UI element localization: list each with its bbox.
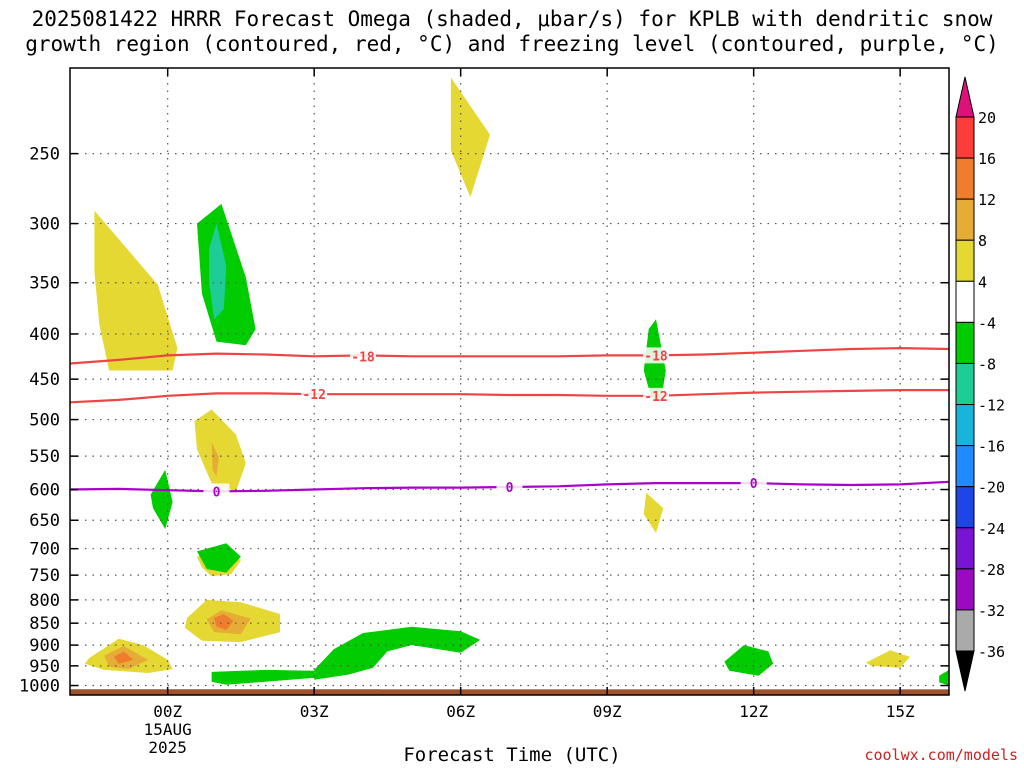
omega-region-7 <box>866 650 910 668</box>
colorbar-label: -24 <box>978 520 1005 538</box>
colorbar-label: -12 <box>978 397 1005 415</box>
colorbar-box <box>955 321 975 364</box>
colorbar-box <box>955 445 975 488</box>
colorbar-label: -28 <box>978 561 1005 579</box>
omega-region-11 <box>214 614 234 630</box>
contour-line--12 <box>69 389 949 404</box>
gridlines <box>70 68 949 695</box>
contour-label-bg <box>740 475 767 492</box>
contour-label-bg <box>643 387 669 404</box>
colorbar-label: -20 <box>978 479 1005 497</box>
colorbar-box <box>955 527 975 570</box>
colorbar-box <box>955 362 975 406</box>
colorbar-label: -32 <box>978 602 1005 620</box>
omega-shading <box>84 77 949 686</box>
contour-label-0: 0 <box>750 477 758 492</box>
y-tick-label: 600 <box>29 481 60 501</box>
omega-region-1 <box>450 77 490 198</box>
x-tick-label: 15Z <box>886 702 915 721</box>
colorbar-box <box>955 280 975 323</box>
y-tick-label: 800 <box>29 591 60 611</box>
omega-region-18 <box>211 669 324 685</box>
colorbar-box <box>955 609 975 652</box>
colorbar-top-arrow <box>955 76 975 118</box>
x-tick-label: 12Z <box>739 702 768 721</box>
colorbar-label: -36 <box>978 643 1005 661</box>
contour-label-0: 0 <box>213 485 221 500</box>
y-tick-label: 300 <box>29 215 60 235</box>
y-tick-label: 550 <box>29 447 60 467</box>
contour-label-bg <box>203 483 230 500</box>
y-axis: 2503003504004505005506006507007508008509… <box>19 145 949 697</box>
contour-label-0: 0 <box>506 481 514 496</box>
omega-region-3 <box>643 492 664 533</box>
contour-label-bg <box>301 386 328 403</box>
ground-bar-full <box>70 689 949 695</box>
colorbar-label: 12 <box>978 191 996 209</box>
colorbar-box <box>955 568 975 611</box>
contour-label--18: -18 <box>351 350 375 365</box>
x-tick-label: 00Z <box>153 702 182 721</box>
y-tick-label: 500 <box>29 411 60 431</box>
x-tick-sublabel: 2025 <box>148 738 187 757</box>
contour-label--18: -18 <box>644 349 668 364</box>
omega-region-21 <box>209 223 227 320</box>
y-tick-label: 450 <box>29 370 60 390</box>
y-tick-label: 850 <box>29 614 60 634</box>
y-tick-label: 950 <box>29 657 60 677</box>
omega-region-13 <box>197 203 256 346</box>
x-tick-label: 06Z <box>446 702 475 721</box>
colorbar-label: -4 <box>978 314 996 332</box>
x-axis-label: Forecast Time (UTC) <box>403 744 621 766</box>
chart-title-line-1: 2025081422 HRRR Forecast Omega (shaded, … <box>31 7 993 31</box>
omega-region-12 <box>113 651 134 664</box>
x-tick-label: 09Z <box>593 702 622 721</box>
chart-title-line-2: growth region (contoured, red, °C) and f… <box>25 32 999 56</box>
source-credit: coolwx.com/models <box>864 746 1018 764</box>
x-tick-sublabel: 15AUG <box>144 720 192 739</box>
omega-region-8 <box>211 441 219 477</box>
colorbar-bottom-arrow <box>955 650 975 692</box>
y-tick-label: 650 <box>29 511 60 531</box>
colorbar-box <box>955 404 975 447</box>
colorbar-box <box>955 198 975 241</box>
omega-region-17 <box>314 626 481 680</box>
colorbar-label: 4 <box>978 273 987 291</box>
omega-region-2 <box>194 409 246 492</box>
y-tick-label: 250 <box>29 145 60 165</box>
y-tick-label: 400 <box>29 325 60 345</box>
y-tick-label: 1000 <box>19 677 60 697</box>
contour-lines: -18 -18 -12 -12 0 0 0 <box>69 346 950 500</box>
y-tick-label: 750 <box>29 566 60 586</box>
omega-region-20 <box>939 669 949 686</box>
colorbar-box <box>955 486 975 529</box>
colorbar-box <box>955 157 975 200</box>
contour-label-bg <box>643 347 669 364</box>
contour-line--18 <box>69 346 950 365</box>
colorbar-label: 8 <box>978 232 987 250</box>
ground-layer <box>70 689 949 695</box>
colorbar-label: 16 <box>978 150 996 168</box>
colorbar: 20 16 12 8 4 -4 -8 -12 -16 -20 -24 -28 -32 -36 <box>955 76 1005 692</box>
y-tick-label: 700 <box>29 540 60 560</box>
contour-label--12: -12 <box>302 388 325 403</box>
contour-label--12: -12 <box>644 390 667 405</box>
omega-region-15 <box>150 469 173 529</box>
omega-region-19 <box>724 645 774 676</box>
plot-frame <box>69 67 950 696</box>
colorbar-box <box>955 239 975 282</box>
y-tick-label: 350 <box>29 274 60 294</box>
y-tick-label: 900 <box>29 636 60 656</box>
contour-label-bg <box>496 478 523 495</box>
colorbar-label: -16 <box>978 438 1005 456</box>
x-tick-label: 03Z <box>300 702 329 721</box>
colorbar-label: 20 <box>978 109 996 127</box>
contour-label-bg <box>350 348 376 365</box>
omega-region-0 <box>94 210 178 371</box>
colorbar-box <box>955 116 975 159</box>
omega-region-16 <box>197 543 241 573</box>
colorbar-label: -8 <box>978 355 996 373</box>
